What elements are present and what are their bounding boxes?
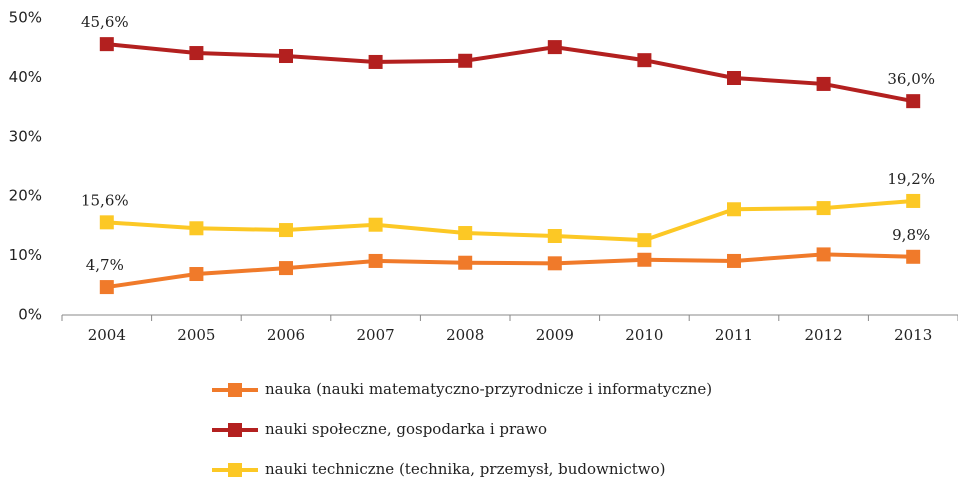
point-marker bbox=[637, 53, 652, 68]
x-tick-label: 2007 bbox=[357, 326, 395, 344]
point-marker bbox=[637, 252, 652, 267]
legend-marker bbox=[228, 463, 242, 477]
point-marker bbox=[547, 256, 562, 271]
x-tick-label: 2013 bbox=[894, 326, 932, 344]
data-label: 36,0% bbox=[887, 70, 935, 88]
point-marker bbox=[727, 70, 741, 85]
point-marker bbox=[279, 49, 293, 64]
point-marker bbox=[99, 37, 114, 52]
data-label: 9,8% bbox=[892, 226, 930, 244]
point-marker bbox=[458, 226, 473, 241]
y-tick-label: 40% bbox=[9, 68, 42, 86]
point-marker bbox=[816, 247, 831, 262]
point-marker bbox=[727, 253, 741, 268]
data-label: 15,6% bbox=[81, 191, 129, 209]
legend-label: nauki społeczne, gospodarka i prawo bbox=[265, 420, 547, 438]
point-marker bbox=[99, 215, 114, 230]
y-tick-label: 30% bbox=[9, 127, 42, 145]
y-tick-label: 10% bbox=[9, 246, 42, 264]
x-tick-label: 2009 bbox=[536, 326, 574, 344]
legend-label: nauki techniczne (technika, przemysł, bu… bbox=[265, 460, 666, 478]
point-marker bbox=[816, 76, 831, 91]
point-marker bbox=[547, 228, 562, 243]
point-marker bbox=[189, 46, 204, 61]
point-marker bbox=[547, 40, 562, 55]
series-line bbox=[106, 42, 914, 104]
x-tick-label: 2004 bbox=[88, 326, 126, 344]
series-line bbox=[106, 252, 914, 290]
point-marker bbox=[368, 217, 383, 232]
x-tick-label: 2010 bbox=[625, 326, 663, 344]
point-marker bbox=[279, 223, 293, 238]
series-line bbox=[106, 198, 914, 243]
x-tick-label: 2006 bbox=[267, 326, 305, 344]
point-marker bbox=[189, 221, 204, 236]
legend-marker bbox=[228, 423, 242, 437]
point-marker bbox=[368, 253, 383, 268]
point-marker bbox=[906, 94, 921, 109]
point-marker bbox=[279, 261, 293, 276]
point-marker bbox=[906, 249, 921, 264]
point-marker bbox=[99, 280, 114, 295]
x-tick-label: 2012 bbox=[805, 326, 843, 344]
x-tick-label: 2008 bbox=[446, 326, 484, 344]
legend-label: nauka (nauki matematyczno-przyrodnicze i… bbox=[265, 380, 712, 398]
legend-marker bbox=[228, 383, 242, 397]
data-label: 4,7% bbox=[86, 256, 124, 274]
point-marker bbox=[637, 233, 652, 248]
y-tick-label: 20% bbox=[9, 187, 42, 205]
x-tick-label: 2011 bbox=[715, 326, 753, 344]
x-tick-label: 2005 bbox=[177, 326, 215, 344]
point-marker bbox=[458, 255, 473, 270]
data-label: 19,2% bbox=[887, 170, 935, 188]
point-marker bbox=[816, 201, 831, 216]
point-marker bbox=[189, 267, 204, 282]
point-marker bbox=[727, 202, 741, 217]
data-label: 45,6% bbox=[81, 13, 129, 31]
point-marker bbox=[458, 53, 473, 68]
point-marker bbox=[368, 54, 383, 69]
y-tick-label: 0% bbox=[18, 306, 42, 324]
point-marker bbox=[906, 193, 921, 208]
y-tick-label: 50% bbox=[9, 9, 42, 27]
